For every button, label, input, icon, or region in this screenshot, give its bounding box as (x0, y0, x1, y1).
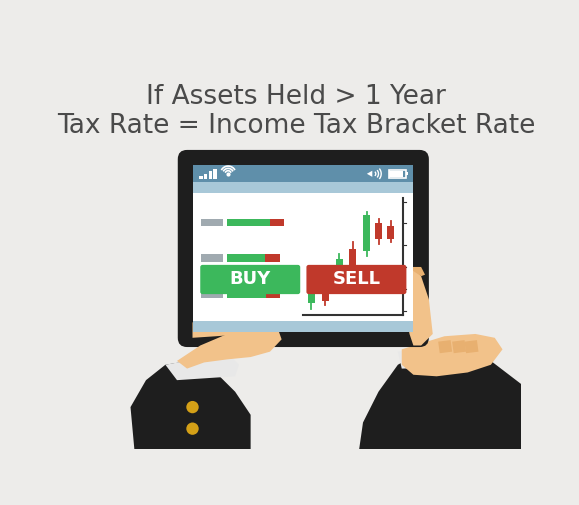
Bar (375, 223, 382, 239)
Bar (322, 289, 329, 300)
Bar (336, 259, 343, 282)
Bar (350, 249, 357, 266)
Bar (364, 215, 371, 251)
Polygon shape (438, 340, 452, 353)
Bar (193, 321, 413, 332)
Bar (204, 174, 207, 179)
Circle shape (186, 423, 199, 435)
Bar (270, 219, 284, 226)
Bar (193, 193, 413, 321)
Polygon shape (402, 334, 503, 376)
Bar (209, 172, 212, 179)
Text: BUY: BUY (230, 271, 271, 288)
Bar (389, 171, 404, 177)
Circle shape (186, 401, 199, 413)
Polygon shape (130, 361, 251, 449)
Bar (200, 176, 203, 179)
Bar (266, 290, 280, 298)
Bar (387, 226, 394, 239)
Bar (389, 170, 406, 178)
Bar (201, 255, 223, 262)
Bar (214, 169, 217, 179)
Bar (406, 172, 408, 175)
Bar (265, 255, 280, 262)
Polygon shape (412, 267, 425, 276)
FancyBboxPatch shape (200, 265, 301, 294)
Polygon shape (166, 353, 239, 380)
Bar (228, 290, 266, 298)
Polygon shape (452, 340, 466, 353)
Polygon shape (359, 349, 521, 449)
Bar (308, 280, 315, 303)
Polygon shape (177, 326, 281, 369)
Polygon shape (192, 319, 258, 338)
Bar (228, 219, 270, 226)
Text: If Assets Held > 1 Year: If Assets Held > 1 Year (146, 84, 446, 110)
Polygon shape (400, 267, 433, 345)
Polygon shape (398, 344, 475, 369)
Bar (201, 219, 223, 226)
Bar (201, 290, 223, 298)
FancyBboxPatch shape (178, 150, 429, 347)
FancyBboxPatch shape (306, 265, 406, 294)
Bar (193, 165, 413, 332)
Polygon shape (367, 171, 372, 177)
Text: Tax Rate = Income Tax Bracket Rate: Tax Rate = Income Tax Bracket Rate (57, 113, 536, 139)
Text: SELL: SELL (332, 271, 380, 288)
Bar (193, 182, 413, 193)
Polygon shape (464, 340, 478, 353)
Bar (193, 165, 413, 182)
Bar (228, 255, 265, 262)
